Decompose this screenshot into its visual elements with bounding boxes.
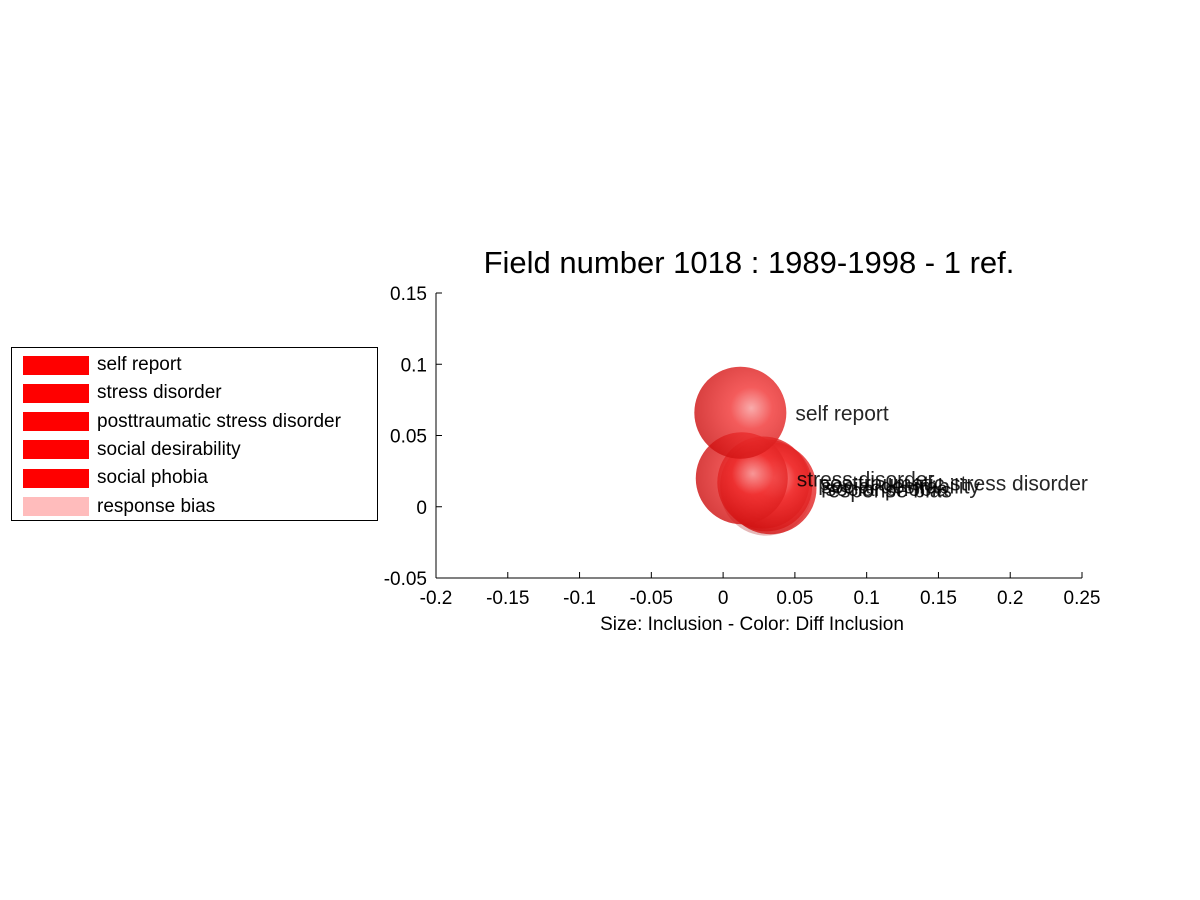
bubble-shading xyxy=(694,366,787,459)
chart-title: Field number 1018 : 1989-1998 - 1 ref. xyxy=(484,245,1015,280)
point-label: self report xyxy=(795,403,889,426)
x-tick-label: -0.2 xyxy=(420,588,453,609)
bubble xyxy=(695,432,788,525)
legend: self report stress disorder posttraumatic … xyxy=(11,347,378,521)
x-tick-label: 0 xyxy=(718,588,729,609)
legend-item: response bias xyxy=(23,496,215,518)
axes: -0.2 -0.15 -0.1 -0.05 0 0.05 0.1 0.15 0.2 0.25 -0.… xyxy=(384,284,1101,609)
legend-swatch xyxy=(23,412,89,432)
bubble xyxy=(694,366,787,459)
bubble-shading xyxy=(695,432,788,525)
legend-item: social phobia xyxy=(23,467,208,489)
legend-item: stress disorder xyxy=(23,382,222,404)
legend-swatch xyxy=(23,440,89,460)
bubbles-layer xyxy=(694,366,817,536)
legend-label: response bias xyxy=(97,495,216,517)
x-tick-label: 0.25 xyxy=(1064,588,1101,609)
x-tick-label: 0.2 xyxy=(997,588,1023,609)
y-tick-label: -0.05 xyxy=(384,569,427,590)
legend-swatch xyxy=(23,468,89,488)
legend-label: stress disorder xyxy=(97,382,222,404)
point-label: social desirability xyxy=(821,475,980,498)
point-label: social phobia xyxy=(825,478,948,501)
legend-swatch xyxy=(23,355,89,375)
x-tick-label: 0.1 xyxy=(853,588,879,609)
legend-item: social desirability xyxy=(23,439,241,461)
legend-label: posttraumatic stress disorder xyxy=(97,410,341,432)
x-tick-label: -0.15 xyxy=(486,588,529,609)
legend-swatch xyxy=(23,383,89,403)
x-tick-label: 0.05 xyxy=(776,588,813,609)
legend-swatch xyxy=(23,497,89,516)
y-tick-label: 0.15 xyxy=(390,284,427,305)
point-label: stress disorder xyxy=(797,468,935,491)
legend-item: self report xyxy=(23,354,181,376)
y-tick-label: 0.1 xyxy=(401,355,427,376)
legend-label: social desirability xyxy=(97,438,241,460)
legend-label: self report xyxy=(97,354,182,375)
y-tick-label: 0.05 xyxy=(390,427,427,448)
point-label: posttraumatic stress disorder xyxy=(818,473,1088,496)
x-tick-label: -0.05 xyxy=(630,588,673,609)
y-tick-label: 0 xyxy=(416,498,427,519)
x-tick-label: 0.15 xyxy=(920,588,957,609)
point-label: response bias xyxy=(821,480,952,503)
legend-label: social phobia xyxy=(97,467,208,489)
legend-item: posttraumatic stress disorder xyxy=(23,411,341,433)
x-tick-label: -0.1 xyxy=(563,588,596,609)
x-axis-label: Size: Inclusion - Color: Diff Inclusion xyxy=(600,614,904,635)
